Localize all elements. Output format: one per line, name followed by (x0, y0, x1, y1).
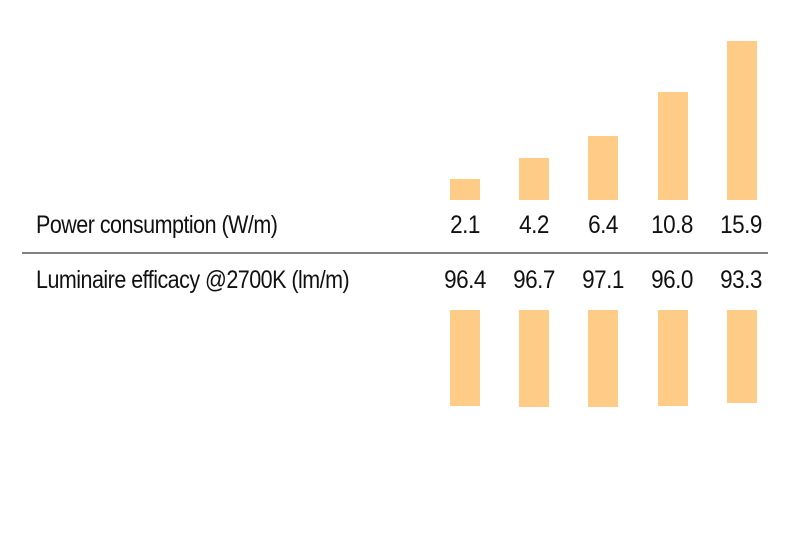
power-bar-1 (450, 179, 480, 200)
efficacy-bar-2 (519, 310, 549, 407)
efficacy-bar-4 (658, 310, 688, 406)
efficacy-row-label: Luminaire efficacy @2700K (lm/m) (36, 266, 350, 294)
power-value-4: 10.8 (651, 211, 693, 239)
power-row-label: Power consumption (W/m) (36, 211, 278, 239)
power-bar-2 (519, 158, 549, 200)
efficacy-bar-5 (727, 310, 757, 403)
power-bar-4 (658, 92, 688, 200)
efficacy-bar-3 (588, 310, 618, 407)
power-value-5: 15.9 (720, 211, 762, 239)
power-value-3: 6.4 (588, 211, 618, 239)
efficacy-value-2: 96.7 (513, 266, 555, 294)
power-value-2: 4.2 (519, 211, 549, 239)
efficacy-value-5: 93.3 (720, 266, 762, 294)
row-separator (22, 252, 768, 254)
efficacy-bar-1 (450, 310, 480, 406)
power-bar-5 (727, 41, 757, 200)
efficacy-value-4: 96.0 (651, 266, 693, 294)
power-bar-3 (588, 136, 618, 200)
efficacy-value-1: 96.4 (444, 266, 486, 294)
power-value-1: 2.1 (450, 211, 480, 239)
efficacy-value-3: 97.1 (582, 266, 624, 294)
